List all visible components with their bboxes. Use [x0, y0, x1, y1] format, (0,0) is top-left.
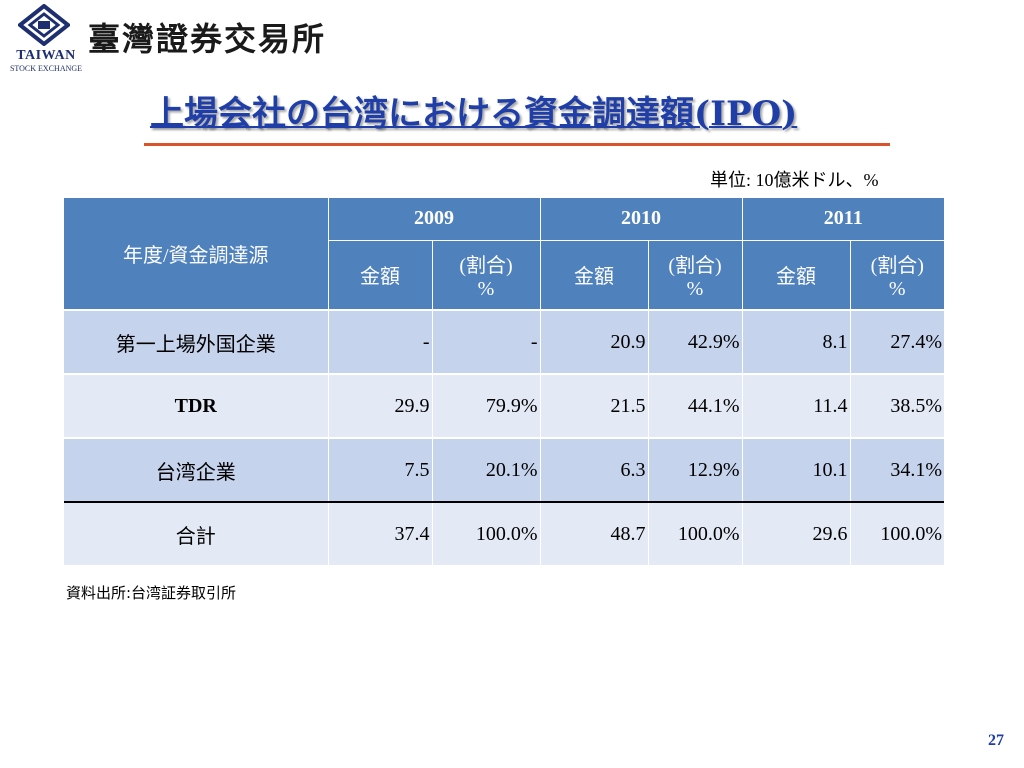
- cell-amount: 29.9: [327, 373, 432, 438]
- subheader-ratio: (割合)%: [647, 240, 742, 311]
- cell-amount: 21.5: [539, 373, 648, 438]
- subheader-ratio: (割合)%: [431, 240, 540, 311]
- cell-ratio: 100.0%: [849, 501, 944, 565]
- title-divider: [144, 143, 890, 146]
- cell-amount: 37.4: [327, 501, 432, 565]
- table-row-total: 合計 37.4 100.0% 48.7 100.0% 29.6 100.0%: [64, 501, 944, 565]
- org-name: 臺灣證券交易所: [88, 20, 327, 58]
- subheader-amount: 金額: [741, 240, 850, 311]
- cell-amount: 48.7: [539, 501, 648, 565]
- cell-ratio: -: [431, 309, 540, 374]
- page-number: 27: [988, 732, 1004, 749]
- year-header-2010: 2010: [539, 198, 742, 241]
- row-label: 第一上場外国企業: [64, 309, 328, 374]
- subheader-amount: 金額: [327, 240, 432, 311]
- table-row: 台湾企業 7.5 20.1% 6.3 12.9% 10.1 34.1%: [64, 437, 944, 502]
- cell-amount: 7.5: [327, 437, 432, 502]
- cell-ratio: 100.0%: [431, 501, 540, 565]
- cell-amount: 6.3: [539, 437, 648, 502]
- row-label: 台湾企業: [64, 437, 328, 502]
- logo-subtext: STOCK EXCHANGE: [9, 64, 83, 73]
- cell-amount: 10.1: [741, 437, 850, 502]
- cell-amount: -: [327, 309, 432, 374]
- subheader-ratio: (割合)%: [849, 240, 944, 311]
- row-label: 合計: [64, 501, 328, 565]
- cell-amount: 20.9: [539, 309, 648, 374]
- year-header-2009: 2009: [327, 198, 540, 241]
- cell-ratio: 34.1%: [849, 437, 944, 502]
- cell-ratio: 27.4%: [849, 309, 944, 374]
- cell-amount: 8.1: [741, 309, 850, 374]
- cell-amount: 29.6: [741, 501, 850, 565]
- ipo-funding-table: 年度/資金調達源 2009 2010 2011 金額 (割合)% 金額 (割合)…: [64, 198, 944, 565]
- slide-title: 上場会社の台湾における資金調達額(IPO): [150, 94, 798, 134]
- cell-ratio: 42.9%: [647, 309, 742, 374]
- cell-ratio: 100.0%: [647, 501, 742, 565]
- source-note: 資料出所:台湾証券取引所: [66, 584, 237, 602]
- cell-amount: 11.4: [741, 373, 850, 438]
- unit-note: 単位: 10億米ドル、%: [710, 170, 879, 190]
- subheader-amount: 金額: [539, 240, 648, 311]
- cell-ratio: 20.1%: [431, 437, 540, 502]
- cell-ratio: 79.9%: [431, 373, 540, 438]
- row-label: TDR: [64, 373, 328, 438]
- logo: TAIWAN STOCK EXCHANGE: [6, 4, 82, 74]
- cell-ratio: 12.9%: [647, 437, 742, 502]
- cell-ratio: 44.1%: [647, 373, 742, 438]
- year-header-2011: 2011: [741, 198, 944, 241]
- table-row: 第一上場外国企業 - - 20.9 42.9% 8.1 27.4%: [64, 309, 944, 374]
- table-corner-header: 年度/資金調達源: [64, 198, 328, 311]
- twse-diamond-logo-icon: [18, 4, 70, 46]
- table-row: TDR 29.9 79.9% 21.5 44.1% 11.4 38.5%: [64, 373, 944, 438]
- logo-text: TAIWAN: [16, 48, 76, 63]
- cell-ratio: 38.5%: [849, 373, 944, 438]
